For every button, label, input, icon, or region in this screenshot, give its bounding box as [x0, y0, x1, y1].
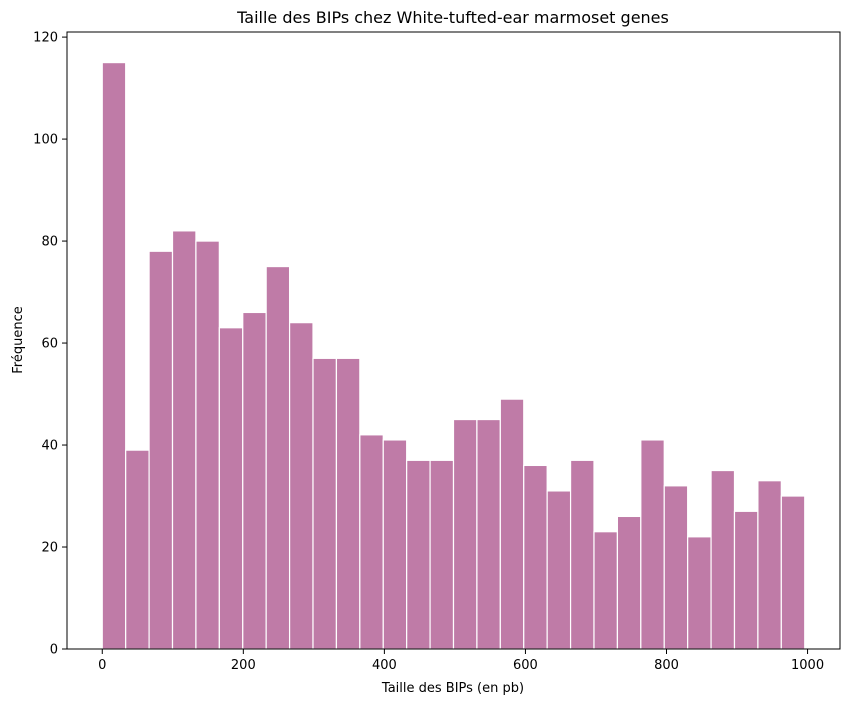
histogram-bar [382, 439, 408, 650]
histogram-bar [452, 418, 478, 650]
histogram-bar [195, 240, 220, 650]
histogram-bar [406, 459, 431, 650]
histogram-bar [780, 495, 806, 650]
x-tick-label: 600 [513, 658, 538, 673]
bars-group [101, 61, 806, 650]
y-tick-label: 80 [41, 235, 58, 250]
histogram-bar [242, 311, 267, 650]
y-tick-label: 20 [41, 541, 58, 556]
histogram-bar [499, 398, 525, 650]
x-axis-label: Taille des BIPs (en pb) [381, 681, 524, 696]
histogram-bar [757, 480, 782, 650]
histogram-bar [125, 449, 150, 650]
histogram-bar [687, 536, 712, 650]
y-tick-label: 120 [33, 31, 58, 46]
x-tick-label: 200 [231, 658, 256, 673]
histogram-bar [663, 485, 689, 650]
histogram-bar [265, 265, 291, 650]
y-tick-label: 0 [50, 643, 58, 658]
histogram-bar [312, 357, 338, 650]
y-tick-label: 40 [41, 439, 58, 454]
y-tick-label: 60 [41, 337, 58, 352]
histogram-bar [476, 418, 501, 650]
histogram-bar [288, 322, 314, 650]
x-axis-ticks: 0 200 400 600 800 1000 [98, 649, 824, 673]
y-tick-label: 100 [33, 133, 58, 148]
plot-frame [66, 31, 841, 650]
chart-title: Taille des BIPs chez White-tufted-ear ma… [236, 8, 669, 27]
histogram-bar [359, 434, 384, 650]
histogram-bar [218, 327, 244, 650]
x-tick-label: 1000 [791, 658, 824, 673]
histogram-bar [171, 230, 197, 650]
x-tick-label: 0 [98, 658, 106, 673]
histogram-bar [710, 469, 736, 650]
histogram-bar [616, 515, 642, 650]
x-tick-label: 400 [372, 658, 397, 673]
histogram-bar [429, 459, 455, 650]
histogram-bar [335, 357, 361, 650]
histogram-bar [640, 439, 665, 650]
y-axis-label: Fréquence [11, 306, 26, 373]
y-axis-ticks: 0 20 40 60 80 100 120 [33, 31, 67, 658]
histogram-bar [101, 61, 127, 650]
histogram-bar [569, 459, 595, 650]
x-tick-label: 800 [654, 658, 679, 673]
histogram-bar [523, 464, 548, 650]
histogram-bar [733, 510, 759, 650]
histogram-bar [593, 531, 619, 650]
histogram-bar [546, 490, 572, 650]
histogram-bar [148, 250, 174, 650]
